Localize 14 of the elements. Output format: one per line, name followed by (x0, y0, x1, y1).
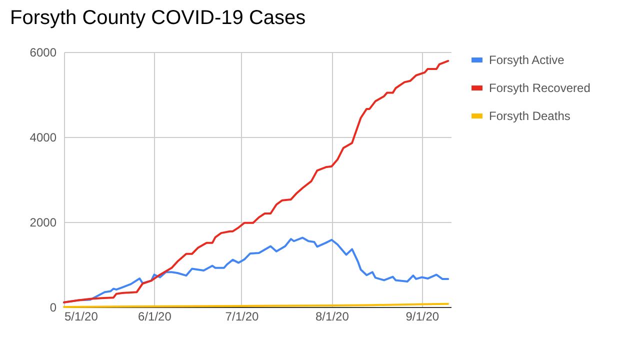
legend-label: Forsyth Deaths (489, 109, 570, 123)
y-tick-label: 4000 (30, 130, 57, 144)
x-tick-label: 8/1/20 (316, 310, 350, 324)
chart-title: Forsyth County COVID-19 Cases (10, 7, 306, 29)
line-series (63, 60, 450, 304)
y-tick-label: 2000 (30, 216, 57, 230)
x-tick-label: 5/1/20 (64, 310, 98, 324)
legend-label: Forsyth Recovered (489, 81, 590, 95)
x-tick-label: 6/1/20 (138, 310, 172, 324)
y-tick-label: 6000 (30, 46, 57, 60)
y-tick-label: 0 (50, 300, 57, 314)
x-tick-label: 9/1/20 (406, 310, 440, 324)
legend-label: Forsyth Active (489, 53, 565, 67)
x-tick-label: 7/1/20 (225, 310, 259, 324)
